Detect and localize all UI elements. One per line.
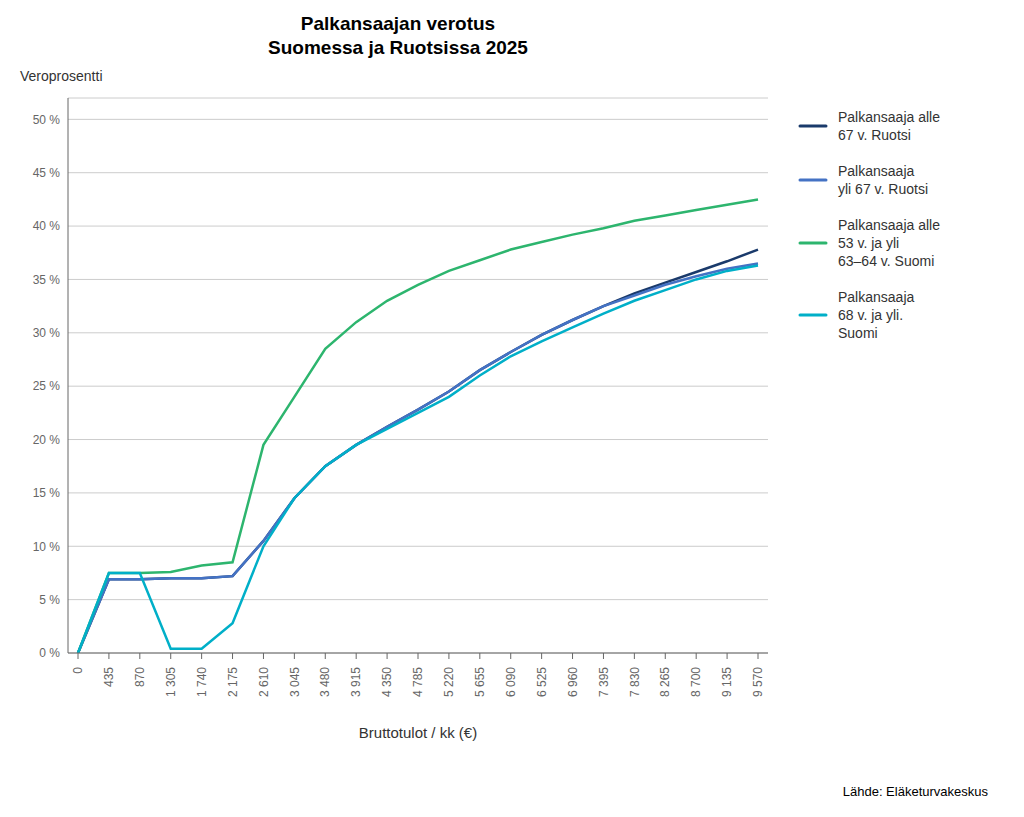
svg-text:9 135: 9 135 <box>720 667 734 697</box>
svg-text:2 610: 2 610 <box>257 667 271 697</box>
svg-text:6 525: 6 525 <box>535 667 549 697</box>
svg-text:35 %: 35 % <box>33 273 61 287</box>
svg-text:7 395: 7 395 <box>597 667 611 697</box>
svg-text:870: 870 <box>133 667 147 687</box>
svg-text:9 570: 9 570 <box>751 667 765 697</box>
html-text:Palkansaajan verotus Suomessa: Palkansaajan verotus Suomessa ja Ruotsis… <box>268 13 528 58</box>
html-text:Palkansaaja yli 67 v. Ruotsi: Palkansaaja yli 67 v. Ruotsi <box>838 163 928 197</box>
svg-text:1 305: 1 305 <box>164 667 178 697</box>
svg-text:4 785: 4 785 <box>411 667 425 697</box>
svg-text:2 175: 2 175 <box>226 667 240 697</box>
svg-text:20 %: 20 % <box>33 433 61 447</box>
svg-text:25 %: 25 % <box>33 379 61 393</box>
svg-text:435: 435 <box>102 667 116 687</box>
svg-text:30 %: 30 % <box>33 326 61 340</box>
svg-text:6 960: 6 960 <box>566 667 580 697</box>
svg-text:50 %: 50 % <box>33 113 61 127</box>
svg-text:4 350: 4 350 <box>380 667 394 697</box>
svg-text:10 %: 10 % <box>33 540 61 554</box>
svg-text:15 %: 15 % <box>33 486 61 500</box>
svg-text:Bruttotulot / kk (€): Bruttotulot / kk (€) <box>359 724 477 741</box>
svg-text:45 %: 45 % <box>33 166 61 180</box>
svg-text:3 045: 3 045 <box>288 667 302 697</box>
svg-text:7 830: 7 830 <box>628 667 642 697</box>
html-text:Veroprosentti: Veroprosentti <box>20 68 103 84</box>
svg-text:5 220: 5 220 <box>442 667 456 697</box>
svg-text:5 655: 5 655 <box>473 667 487 697</box>
svg-text:40 %: 40 % <box>33 219 61 233</box>
svg-text:8 700: 8 700 <box>689 667 703 697</box>
svg-text:0: 0 <box>71 667 85 674</box>
svg-text:6 090: 6 090 <box>504 667 518 697</box>
html-text:Lähde: Eläketurvakeskus: Lähde: Eläketurvakeskus <box>842 784 988 799</box>
svg-text:3 480: 3 480 <box>318 667 332 697</box>
svg-text:3 915: 3 915 <box>349 667 363 697</box>
svg-text:5 %: 5 % <box>39 593 60 607</box>
html-text:Palkansaaja 68 v. ja yli. Suom: Palkansaaja 68 v. ja yli. Suomi <box>838 289 915 341</box>
html-text:Palkansaaja alle 53 v. ja yli: Palkansaaja alle 53 v. ja yli 63–64 v. S… <box>838 217 940 269</box>
svg-text:1 740: 1 740 <box>195 667 209 697</box>
svg-text:8 265: 8 265 <box>658 667 672 697</box>
html-text:Palkansaaja alle 67 v. Ruotsi: Palkansaaja alle 67 v. Ruotsi <box>838 109 940 143</box>
svg-text:0 %: 0 % <box>39 646 60 660</box>
